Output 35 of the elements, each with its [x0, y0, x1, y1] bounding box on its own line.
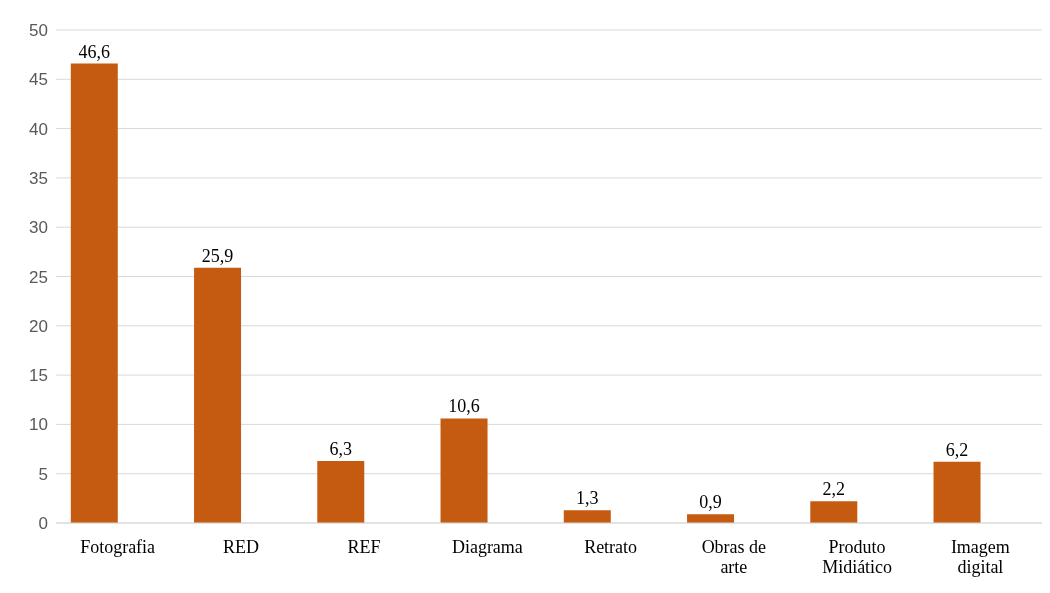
y-tick-label: 0: [38, 514, 48, 534]
bar: [440, 418, 488, 523]
y-tick-label: 5: [38, 464, 48, 484]
x-tick-label: Retrato: [584, 537, 638, 557]
data-label: 6,3: [329, 438, 353, 459]
data-label: 6,2: [945, 439, 969, 460]
y-tick-label: 20: [29, 316, 48, 336]
y-tick-label: 35: [29, 168, 48, 188]
data-label: 46,6: [78, 41, 111, 62]
bar: [563, 510, 611, 523]
x-tick-label: Imagem digital: [950, 537, 1010, 577]
data-label: 10,6: [448, 396, 480, 417]
data-label: 1,3: [576, 488, 599, 509]
bar: [810, 501, 858, 523]
y-tick-label: 50: [29, 21, 48, 41]
y-tick-label: 15: [29, 366, 48, 386]
y-tick-label: 40: [29, 119, 48, 139]
data-label: 2,2: [822, 479, 846, 500]
y-tick-label: 45: [29, 70, 48, 90]
bar: [194, 267, 242, 523]
x-tick-label: Fotografia: [80, 537, 156, 557]
x-tick-label: Diagrama: [451, 537, 523, 557]
y-tick-label: 30: [29, 218, 48, 238]
y-tick-label: 10: [29, 415, 48, 435]
x-tick-label: RED: [222, 537, 259, 557]
data-label: 0,9: [699, 492, 722, 513]
x-tick-label: Produto Midiático: [822, 537, 893, 577]
bar: [933, 461, 981, 523]
bar: [317, 460, 365, 523]
y-tick-label: 25: [29, 267, 48, 287]
x-tick-label: REF: [347, 537, 381, 557]
bar: [687, 514, 735, 523]
x-tick-label: Obras de arte: [701, 537, 767, 577]
data-label: 25,9: [201, 245, 234, 266]
bar: [70, 63, 118, 523]
